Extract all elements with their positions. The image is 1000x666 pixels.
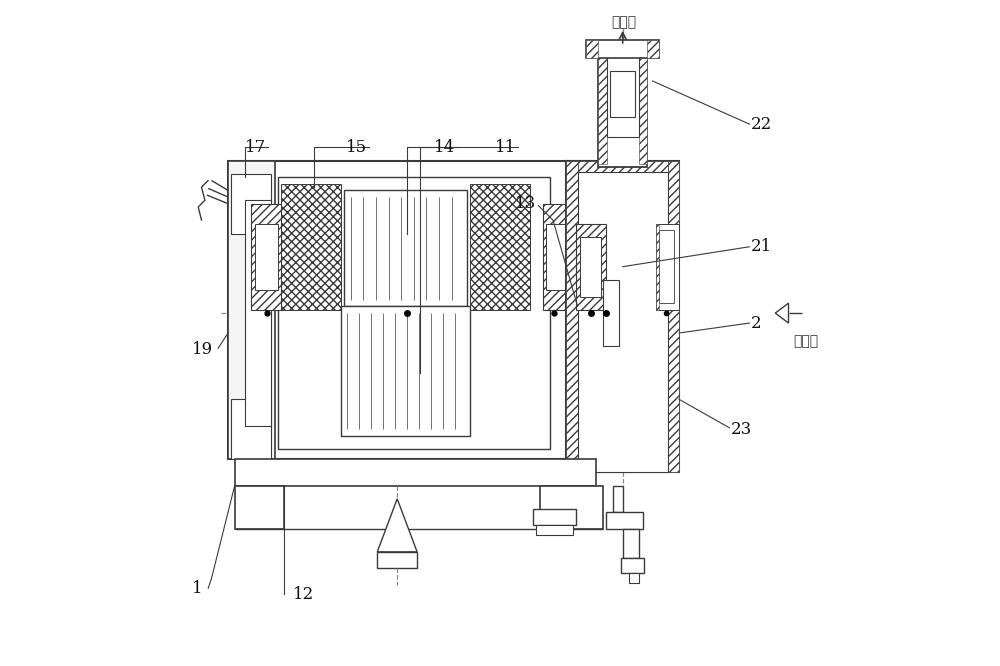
Bar xyxy=(344,190,467,306)
Bar xyxy=(235,486,284,529)
Bar xyxy=(566,161,679,472)
Bar xyxy=(639,45,647,164)
Text: 23: 23 xyxy=(731,421,752,438)
Bar xyxy=(278,177,550,449)
Bar xyxy=(578,161,668,172)
Bar xyxy=(341,306,470,436)
Bar xyxy=(231,174,271,234)
Bar xyxy=(623,529,639,559)
Bar xyxy=(613,486,623,512)
Bar xyxy=(251,204,281,310)
Bar xyxy=(235,459,596,486)
Text: 14: 14 xyxy=(434,139,455,156)
Bar xyxy=(629,573,639,583)
Text: 13: 13 xyxy=(515,195,536,212)
Bar xyxy=(607,45,639,137)
Text: 21: 21 xyxy=(751,238,772,255)
Bar xyxy=(603,280,619,346)
Bar xyxy=(598,41,647,167)
Bar xyxy=(586,40,598,59)
Text: 22: 22 xyxy=(751,116,772,133)
Text: 出水口: 出水口 xyxy=(611,15,637,29)
Text: 1: 1 xyxy=(192,580,203,597)
Bar xyxy=(656,224,679,310)
Text: 15: 15 xyxy=(346,139,367,156)
Bar xyxy=(540,486,603,529)
Bar xyxy=(546,224,570,290)
Bar xyxy=(576,224,606,310)
Text: 17: 17 xyxy=(245,139,267,156)
Bar xyxy=(536,525,573,535)
Bar xyxy=(610,71,635,117)
Text: 19: 19 xyxy=(192,341,213,358)
Text: 11: 11 xyxy=(495,139,517,156)
Bar xyxy=(656,224,659,310)
Bar xyxy=(586,40,659,59)
Bar xyxy=(621,559,644,573)
Bar xyxy=(606,512,643,529)
Bar xyxy=(533,509,576,525)
Bar xyxy=(668,161,679,472)
Bar xyxy=(470,184,530,310)
Polygon shape xyxy=(775,303,789,323)
Bar xyxy=(598,45,607,164)
Bar xyxy=(566,161,578,472)
Bar xyxy=(255,224,278,290)
Text: 12: 12 xyxy=(293,587,314,603)
Bar xyxy=(647,40,659,59)
Bar xyxy=(231,400,271,459)
Polygon shape xyxy=(377,499,417,552)
Bar xyxy=(377,552,417,569)
Bar xyxy=(228,161,590,459)
Bar xyxy=(659,230,674,303)
Bar xyxy=(245,200,271,426)
Text: 2: 2 xyxy=(751,314,761,332)
Bar xyxy=(281,184,341,310)
Bar xyxy=(543,204,573,310)
Text: 进水口: 进水口 xyxy=(793,334,818,348)
Bar xyxy=(578,461,668,472)
Bar xyxy=(578,172,668,472)
Bar xyxy=(580,237,601,296)
Bar xyxy=(228,161,275,459)
